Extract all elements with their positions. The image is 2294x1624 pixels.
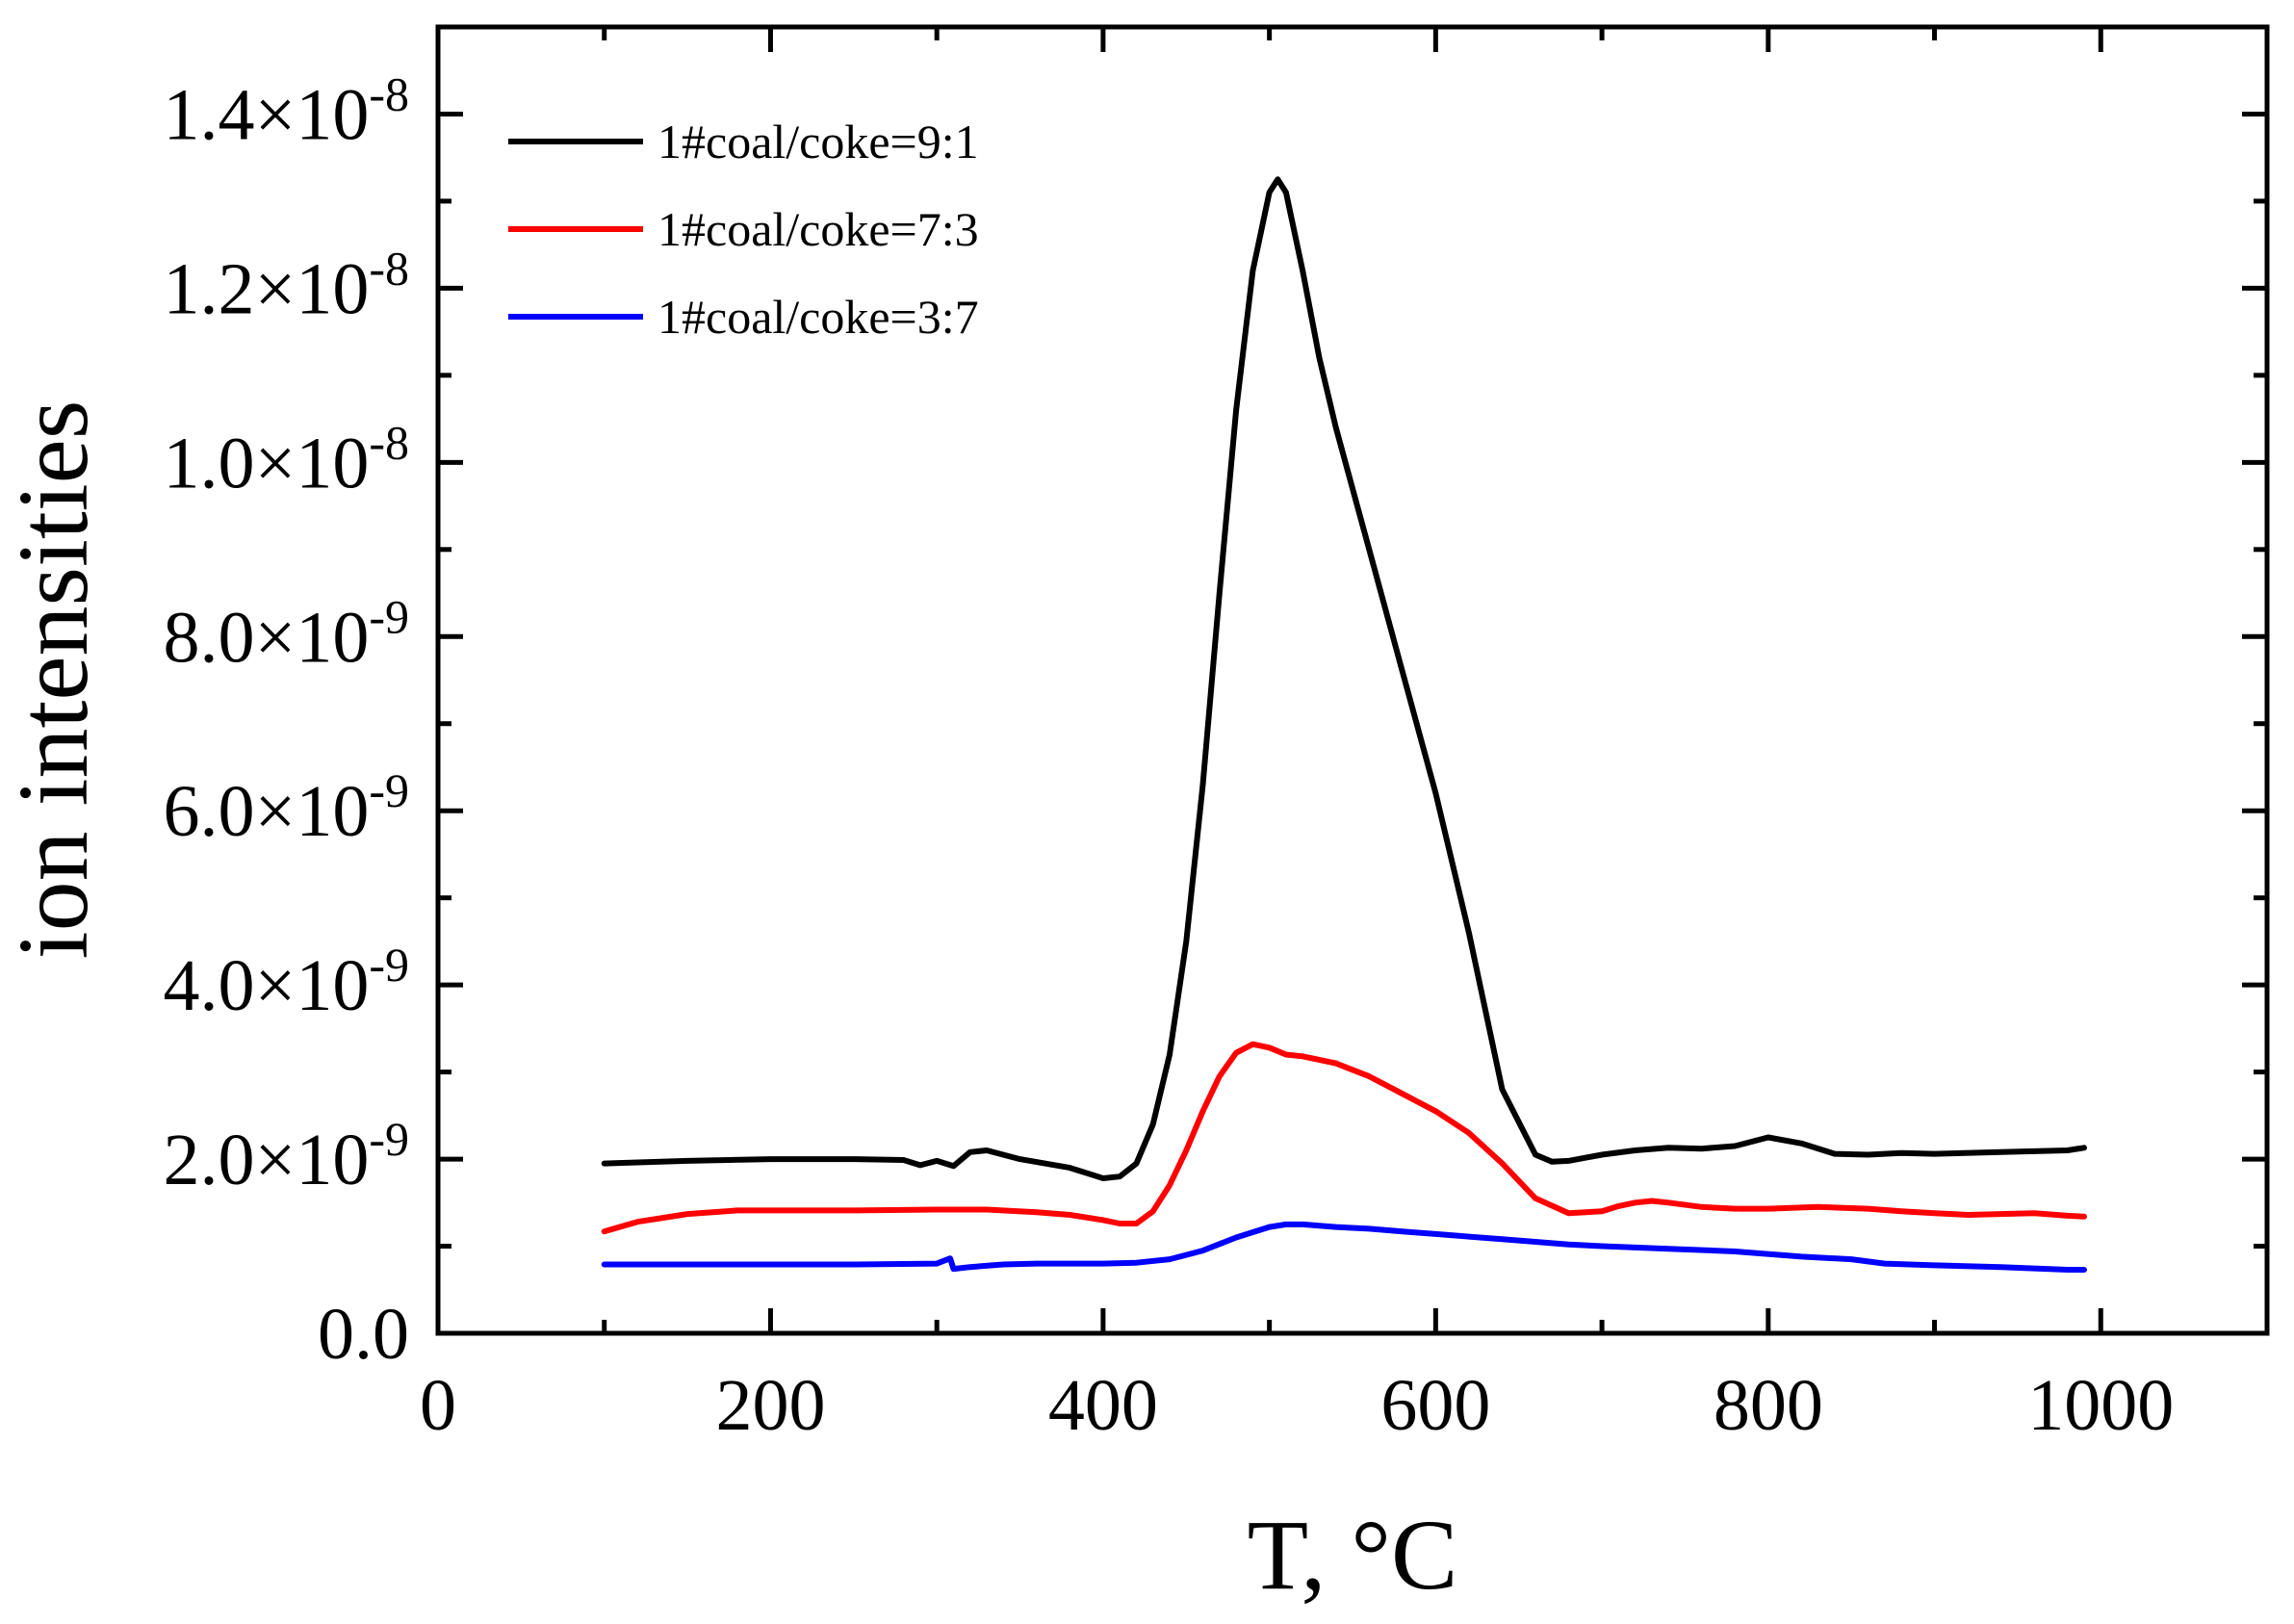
- series-line-1: [601, 176, 2087, 1181]
- series-line-2: [601, 1041, 2087, 1235]
- y-axis-title: ion intensities: [0, 400, 109, 960]
- x-tick-label: 400: [1048, 1365, 1158, 1446]
- y-tick-label: 8.0×10-9: [163, 589, 409, 678]
- y-tick-label: 4.0×10-9: [163, 938, 409, 1026]
- legend-label-2: 1#coal/coke=7:3: [657, 202, 979, 256]
- plot-frame: [435, 24, 2270, 1336]
- legend-label-3: 1#coal/coke=3:7: [657, 290, 979, 344]
- x-tick-label: 800: [1714, 1365, 1823, 1446]
- y-tick-label: 1.4×10-8: [163, 66, 409, 155]
- y-tick-label: 1.0×10-8: [163, 415, 409, 503]
- x-axis-title: T, °C: [1248, 1500, 1458, 1611]
- x-tick-label: 200: [715, 1365, 825, 1446]
- legend-label-1: 1#coal/coke=9:1: [657, 115, 979, 168]
- series-line-3: [601, 1221, 2087, 1273]
- y-tick-label: 6.0×10-9: [163, 763, 409, 852]
- x-tick-label: 0: [420, 1365, 456, 1446]
- x-tick-label: 1000: [2027, 1365, 2174, 1446]
- y-tick-label: 0.0: [318, 1294, 409, 1375]
- y-tick-label: 2.0×10-9: [163, 1112, 409, 1200]
- x-tick-label: 600: [1380, 1365, 1490, 1446]
- legend: 1#coal/coke=9:1 1#coal/coke=7:3 1#coal/cok…: [508, 115, 979, 344]
- y-tick-label: 1.2×10-8: [163, 241, 409, 329]
